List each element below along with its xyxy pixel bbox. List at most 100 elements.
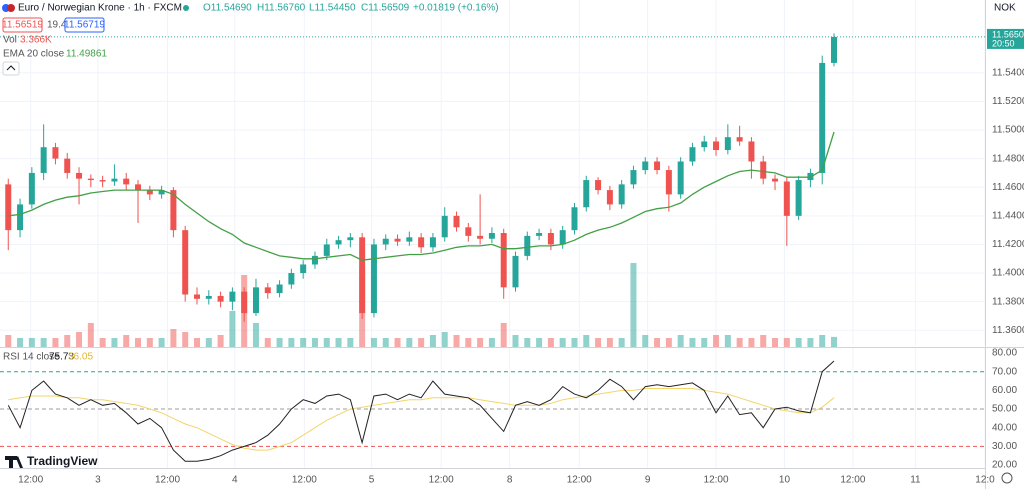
last-price-label: 11.56509 <box>992 29 1024 39</box>
volume-bar <box>630 263 637 347</box>
volume-bar <box>618 338 625 347</box>
volume-bar <box>465 338 472 347</box>
candle-body <box>819 62 826 173</box>
candle-body <box>99 180 106 182</box>
volume-bar <box>252 323 259 347</box>
candle-body <box>135 184 142 191</box>
candle-body <box>382 238 389 245</box>
candle-body <box>241 291 248 314</box>
volume-bar <box>170 329 177 347</box>
volume-bar <box>559 338 566 347</box>
rsi-ma-line <box>8 388 835 451</box>
candle-body <box>571 207 578 231</box>
candle-body <box>536 233 543 236</box>
candle-body <box>370 244 377 314</box>
volume-bar <box>182 332 189 347</box>
volume-bar <box>665 338 672 347</box>
rsi-tick-label: 30.00 <box>992 441 1017 452</box>
brand-name: TradingView <box>27 454 98 468</box>
volume-bar <box>300 338 307 347</box>
candle-body <box>311 255 318 265</box>
volume-bar <box>524 338 531 347</box>
y-tick-label: 11.38000 <box>992 296 1024 307</box>
candle-body <box>606 190 613 205</box>
candle-body <box>347 237 354 241</box>
candle-body <box>760 161 767 179</box>
volume-bar <box>583 335 590 347</box>
volume-bar <box>311 338 318 347</box>
candle-body <box>654 161 661 171</box>
rsi-tick-label: 80.00 <box>992 348 1017 359</box>
spread: 19.4 <box>47 20 67 31</box>
candle-body <box>40 147 47 173</box>
volume-bar <box>512 335 519 347</box>
volume-bar <box>477 338 484 347</box>
ema-line <box>8 131 835 261</box>
last-price-box <box>987 28 1024 49</box>
volume-bar <box>217 335 224 347</box>
symbol-icon <box>7 4 15 12</box>
volume-bar <box>701 338 708 347</box>
buy-button[interactable] <box>64 17 105 33</box>
volume-bar <box>795 338 802 347</box>
currency-label[interactable]: NOK <box>994 3 1016 14</box>
volume-bar <box>229 311 236 347</box>
candle-body <box>772 178 779 182</box>
volume-bar <box>642 335 649 347</box>
candle-body <box>28 172 35 205</box>
candle-body <box>158 190 165 195</box>
rsi-tick-label: 70.00 <box>992 366 1017 377</box>
candle-body <box>111 178 118 182</box>
symbol-title[interactable]: Euro / Norwegian Krone · 1h · FXCM <box>18 3 182 14</box>
volume-bar <box>736 338 743 347</box>
volume-bar <box>429 335 436 347</box>
volume-bar <box>783 338 790 347</box>
plot-area <box>0 0 986 468</box>
collapse-button[interactable] <box>2 61 20 76</box>
volume-bar <box>111 338 118 347</box>
x-tick-label: 12:00 <box>704 475 729 486</box>
volume-bar <box>264 338 271 347</box>
candle-body <box>477 235 484 239</box>
candle-body <box>795 180 802 216</box>
candle-body <box>406 237 413 242</box>
volume-bar <box>807 338 814 347</box>
x-tick-label: 8 <box>507 475 513 486</box>
x-tick-label: 10 <box>779 475 791 486</box>
volume-bar <box>76 332 83 347</box>
candle-body <box>783 181 790 216</box>
x-tick-label: 12:00 <box>840 475 865 486</box>
y-tick-label: 11.44000 <box>992 210 1024 221</box>
volume-bar <box>677 335 684 347</box>
ohlc-close: C11.56509 <box>361 3 410 14</box>
settings-button[interactable] <box>1001 472 1013 484</box>
volume-bar <box>760 335 767 347</box>
candle-body <box>76 172 83 179</box>
candle-body <box>87 178 94 181</box>
volume-bar <box>146 338 153 347</box>
sell-price: 11.56519 <box>2 20 43 31</box>
candle-body <box>701 141 708 148</box>
candle-body <box>677 161 684 195</box>
x-tick-label: 9 <box>645 475 651 486</box>
candle-body <box>524 235 531 256</box>
candle-body <box>252 287 259 314</box>
volume-bar <box>536 338 543 347</box>
x-tick-label: 5 <box>369 475 375 486</box>
y-tick-label: 11.40000 <box>992 268 1024 279</box>
sell-button[interactable] <box>2 17 43 33</box>
y-tick-label: 11.50000 <box>992 125 1024 136</box>
countdown-label: 20:50 <box>992 38 1015 48</box>
volume-legend: Vol <box>3 35 17 46</box>
candle-body <box>618 184 625 205</box>
y-tick-label: 11.46000 <box>992 182 1024 193</box>
candle-body <box>146 190 153 195</box>
rsi-legend-value: 75.73 <box>49 352 74 363</box>
rsi-tick-label: 40.00 <box>992 422 1017 433</box>
volume-bar <box>689 338 696 347</box>
x-tick-label: 12:00 <box>292 475 317 486</box>
candle-body <box>170 190 177 231</box>
candle-body <box>559 230 566 245</box>
volume-bar <box>441 332 448 347</box>
candle-body <box>488 233 495 239</box>
